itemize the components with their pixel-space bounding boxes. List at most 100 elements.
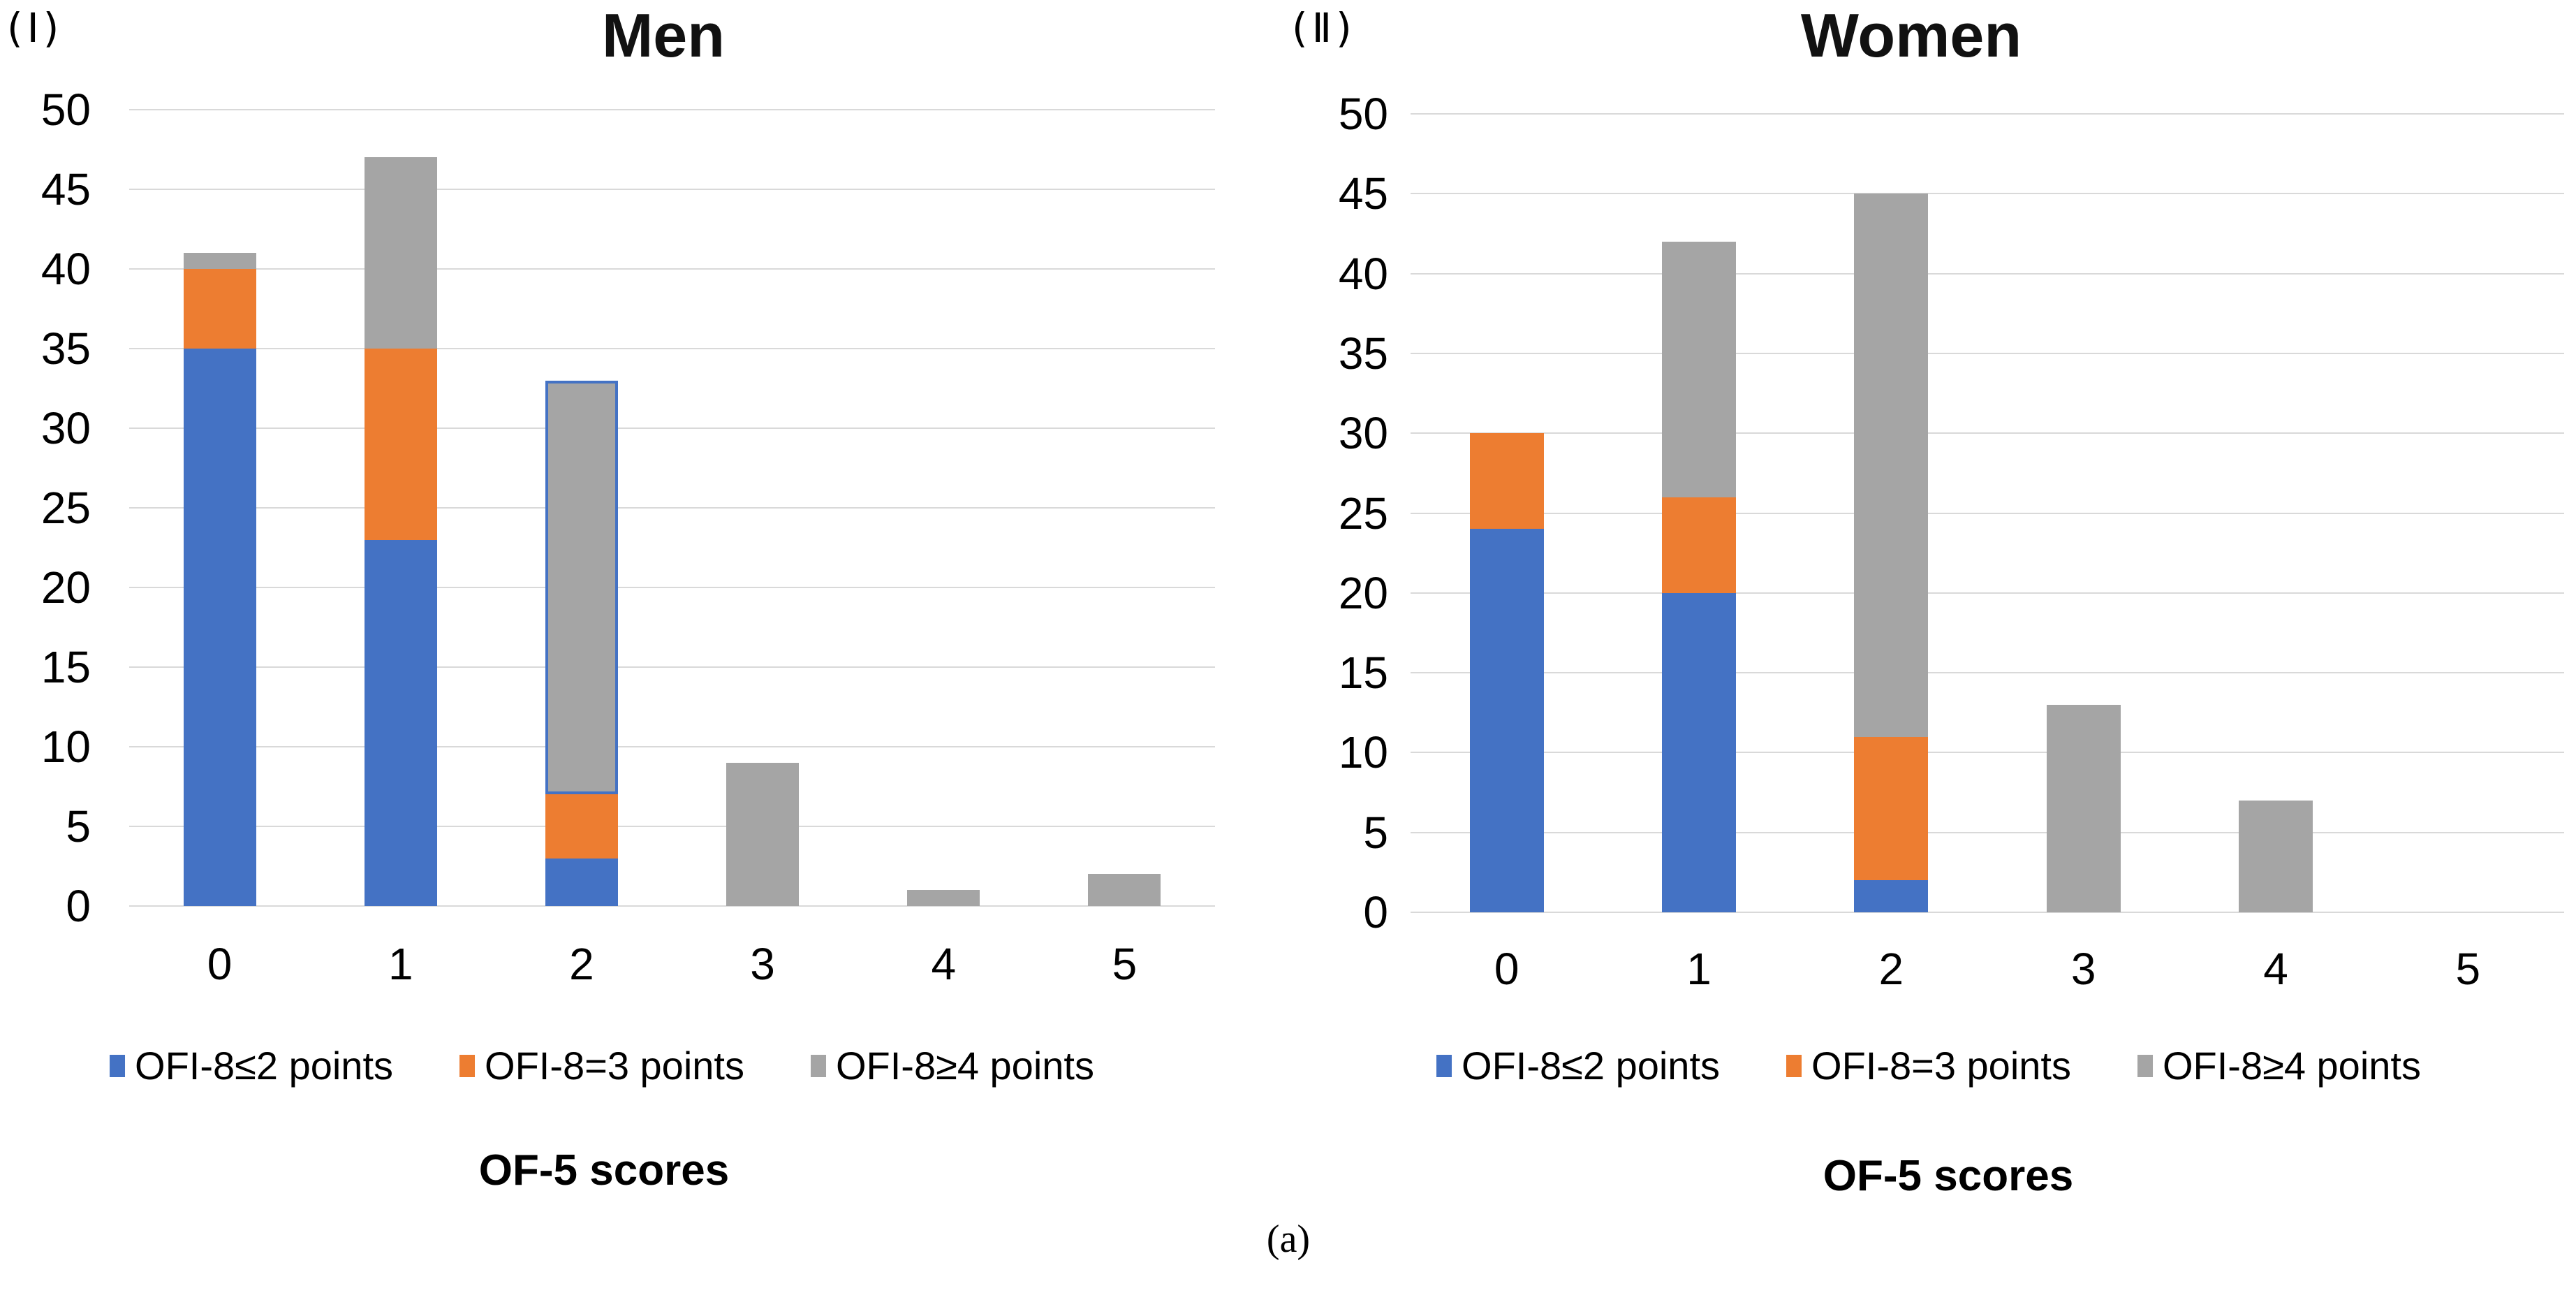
gridline (1411, 752, 2564, 754)
x-tick-label: 1 (388, 939, 413, 989)
bar-segment-gray (1088, 874, 1161, 906)
y-tick-label: 45 (41, 164, 91, 214)
gridline (129, 826, 1215, 827)
gridline (1411, 432, 2564, 434)
y-tick-label: 30 (1338, 408, 1388, 459)
gridline (1411, 512, 2564, 514)
legend-color-chip-gray (810, 1055, 826, 1077)
y-tick-label: 15 (1338, 648, 1388, 699)
gridline (129, 189, 1215, 190)
bar-segment-gray (1662, 241, 1736, 497)
bar-segment-gray (2046, 704, 2121, 912)
bar-segment-blue (364, 539, 437, 906)
y-tick-label: 0 (1363, 887, 1388, 937)
x-tick-label: 3 (2070, 944, 2096, 994)
x-tick-label: 2 (569, 939, 594, 989)
legend-label: OFI-8=3 points (485, 1044, 744, 1088)
bar-segment-blue (545, 858, 618, 906)
x-tick-label: 0 (1494, 944, 1519, 994)
legend-item: OFI-8≥4 points (2137, 1045, 2421, 1087)
panel-number-label: (Ⅰ) (7, 4, 64, 52)
gridline (1411, 113, 2564, 115)
bar-segment-orange (1469, 433, 1544, 529)
x-tick-label: 5 (2455, 944, 2481, 994)
x-tick-label: 2 (1878, 944, 1904, 994)
bar-segment-orange (545, 794, 618, 859)
panel-number-label: (Ⅱ) (1292, 4, 1356, 52)
gridline (129, 348, 1215, 349)
bar-segment-blue (183, 349, 256, 906)
legend-item: OFI-8=3 points (1786, 1045, 2071, 1087)
legend-color-chip-gray (2137, 1055, 2153, 1077)
gridline (129, 109, 1215, 110)
bar-segment-orange (1854, 736, 1929, 881)
y-tick-label: 0 (66, 881, 91, 931)
gridline (129, 428, 1215, 429)
bar-segment-orange (364, 349, 437, 540)
y-tick-label: 35 (1338, 328, 1388, 379)
gridline (1411, 831, 2564, 833)
y-tick-label: 50 (41, 85, 91, 135)
legend-item: OFI-8≥4 points (810, 1044, 1094, 1088)
gridline (1411, 352, 2564, 354)
y-tick-label: 40 (1338, 248, 1388, 299)
y-tick-label: 50 (1338, 89, 1388, 139)
y-tick-label: 5 (66, 801, 91, 852)
legend-label: OFI-8≥4 points (835, 1044, 1094, 1088)
bar-segment-gray (364, 157, 437, 349)
gridline (1411, 672, 2564, 674)
x-axis-title: OF-5 scores (478, 1146, 730, 1195)
y-tick-label: 40 (41, 244, 91, 294)
bar-segment-gray (726, 762, 800, 906)
y-tick-label: 45 (1338, 168, 1388, 219)
y-tick-label: 30 (41, 403, 91, 453)
legend-label: OFI-8≥4 points (2162, 1044, 2421, 1088)
bar-segment-blue (1662, 592, 1736, 912)
x-tick-label: 3 (750, 939, 775, 989)
bar-segment-gray (907, 890, 980, 906)
x-tick-label: 1 (1686, 944, 1712, 994)
bar-segment-orange (1662, 497, 1736, 593)
bar-segment-gray-highlighted (545, 380, 618, 795)
legend-item: OFI-8≤2 points (1436, 1045, 1720, 1087)
y-tick-label: 20 (1338, 567, 1388, 618)
x-tick-label: 0 (207, 939, 233, 989)
legend: OFI-8≤2 points OFI-8=3 points OFI-8≥4 poin… (110, 1045, 1094, 1087)
gridline (129, 587, 1215, 588)
bar-segment-gray (2239, 800, 2313, 912)
x-axis-line (1411, 912, 2564, 913)
legend-label: OFI-8≤2 points (1462, 1044, 1721, 1088)
gridline (129, 268, 1215, 270)
x-tick-label: 4 (931, 939, 957, 989)
legend-item: OFI-8≤2 points (110, 1045, 393, 1087)
bar-segment-blue (1854, 880, 1929, 912)
y-tick-label: 15 (41, 642, 91, 692)
bar-segment-gray (183, 253, 256, 269)
x-tick-label: 5 (1112, 939, 1138, 989)
y-tick-label: 5 (1363, 807, 1388, 858)
gridline (129, 746, 1215, 747)
y-tick-label: 10 (41, 722, 91, 772)
y-tick-label: 35 (41, 323, 91, 374)
y-tick-label: 25 (1338, 488, 1388, 539)
legend-color-chip-blue (110, 1055, 126, 1077)
gridline (1411, 193, 2564, 195)
y-tick-label: 10 (1338, 727, 1388, 778)
x-axis-line (129, 905, 1215, 907)
bar-segment-gray (1854, 193, 1929, 737)
legend: OFI-8≤2 points OFI-8=3 points OFI-8≥4 poin… (1436, 1045, 2421, 1087)
legend-color-chip-blue (1436, 1055, 1452, 1077)
legend-label: OFI-8≤2 points (135, 1044, 394, 1088)
y-tick-label: 25 (41, 483, 91, 533)
gridline (129, 507, 1215, 509)
legend-label: OFI-8=3 points (1811, 1044, 2071, 1088)
y-tick-label: 20 (41, 562, 91, 613)
legend-color-chip-orange (1786, 1055, 1802, 1077)
figure-caption-label: (a) (1266, 1218, 1311, 1261)
x-axis-title: OF-5 scores (1823, 1152, 2074, 1200)
gridline (1411, 592, 2564, 594)
gridline (1411, 272, 2564, 275)
